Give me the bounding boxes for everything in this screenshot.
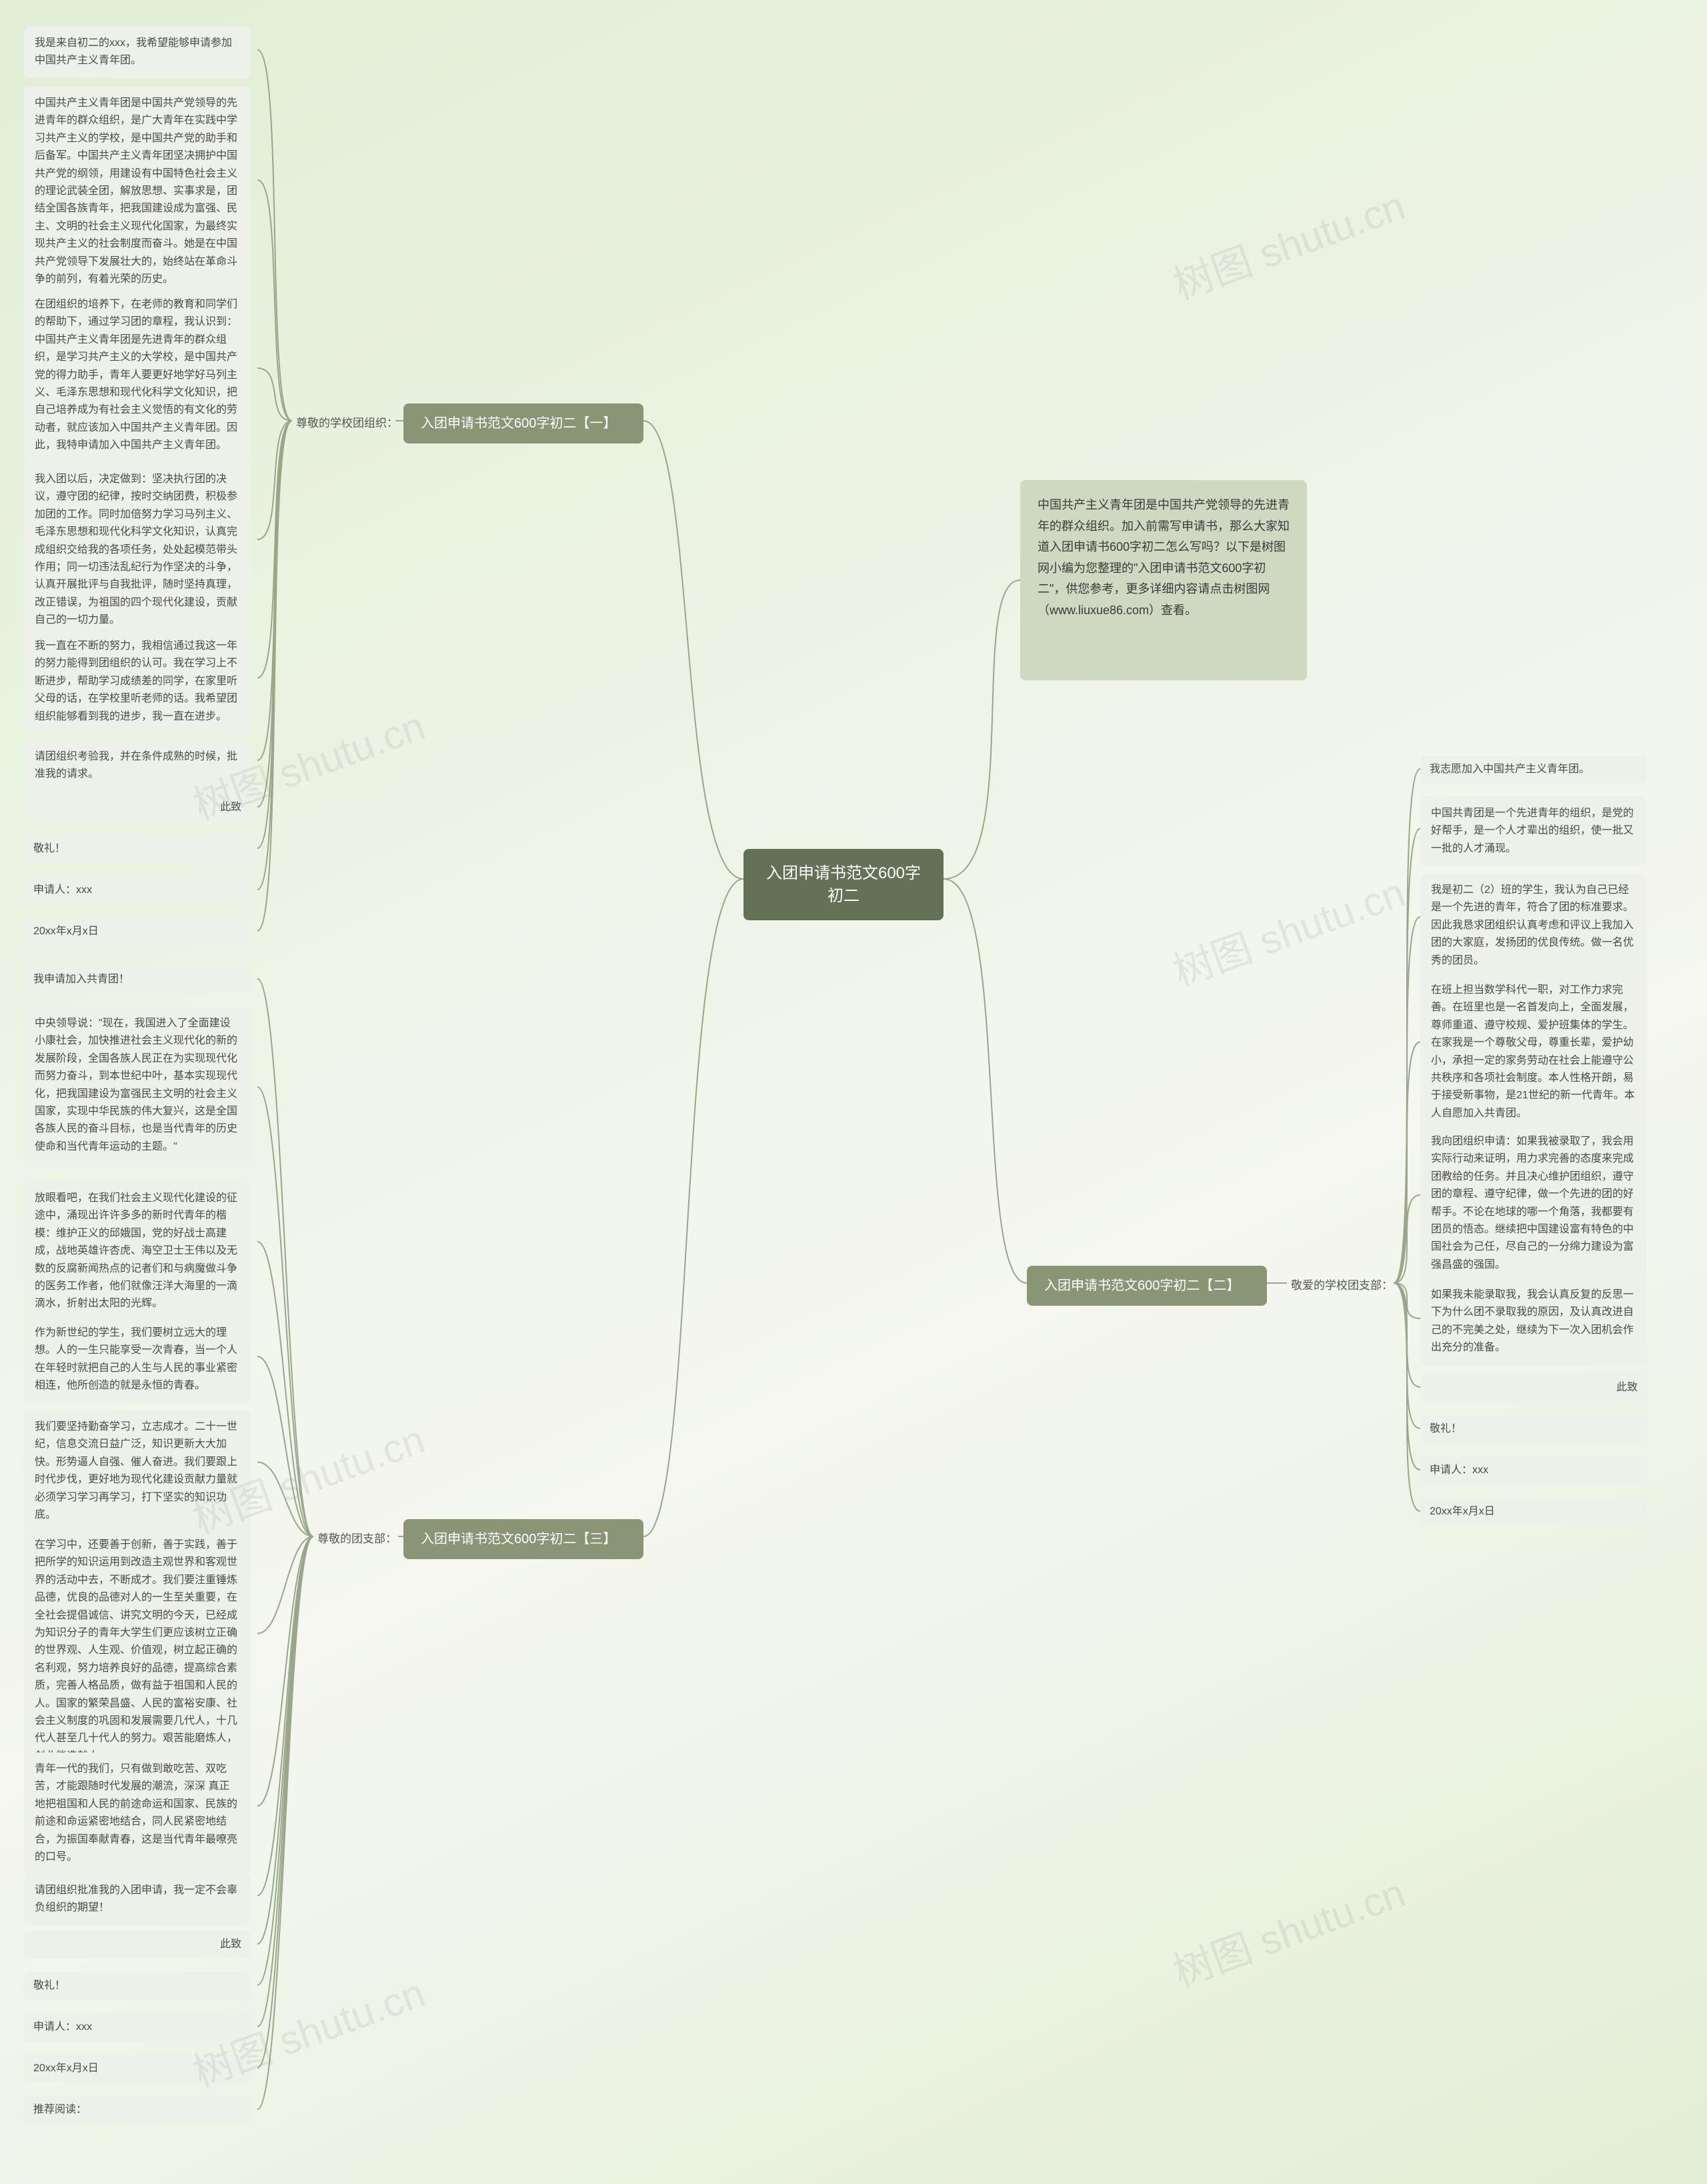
leaf-b1-8: 申请人：xxx xyxy=(24,876,251,904)
branch-node-1: 入团申请书范文600字初二【一】 xyxy=(403,403,643,443)
leaf-b1-2: 在团组织的培养下，在老师的教育和同学们的帮助下，通过学习团的章程，我认识到：中国… xyxy=(24,288,251,463)
leaf-b3-8: 此致 xyxy=(24,1931,251,1959)
leaf-b2-3: 在班上担当数学科代一职，对工作力求完善。在班里也是一名首发向上，全面发展，尊师重… xyxy=(1420,974,1647,1130)
branch-label-2: 敬爱的学校团支部： xyxy=(1287,1274,1397,1297)
branch-label-1: 尊敬的学校团组织： xyxy=(292,411,402,435)
leaf-b1-9: 20xx年x月x日 xyxy=(24,918,251,946)
branch-node-2: 入团申请书范文600字初二【二】 xyxy=(1027,1266,1267,1306)
leaf-b2-0: 我志愿加入中国共产主义青年团。 xyxy=(1420,756,1647,784)
leaf-b2-9: 20xx年x月x日 xyxy=(1420,1498,1647,1526)
leaf-b1-5: 请团组织考验我，并在条件成熟的时候，批准我的请求。 xyxy=(24,740,251,792)
leaf-b3-7: 请团组织批准我的入团申请，我一定不会辜负组织的期望！ xyxy=(24,1874,251,1925)
leaf-b3-0: 我申请加入共青团！ xyxy=(24,966,251,994)
center-node: 入团申请书范文600字初二 xyxy=(743,849,944,920)
leaf-b1-6: 此致 xyxy=(24,794,251,822)
leaf-b1-3: 我入团以后，决定做到：坚决执行团的决议，遵守团的纪律，按时交纳团费，积极参加团的… xyxy=(24,463,251,638)
leaf-b1-4: 我一直在不断的努力，我相信通过我这一年的努力能得到团组织的认可。我在学习上不断进… xyxy=(24,630,251,734)
leaf-b2-4: 我向团组织申请：如果我被录取了，我会用实际行动来证明，用力求完善的态度来完成团教… xyxy=(1420,1125,1647,1282)
branch-node-3: 入团申请书范文600字初二【三】 xyxy=(403,1519,643,1559)
leaf-b1-1: 中国共产主义青年团是中国共产党领导的先进青年的群众组织，是广大青年在实践中学习共… xyxy=(24,87,251,296)
leaf-b3-3: 作为新世纪的学生，我们要树立远大的理想。人的一生只能享受一次青春，当一个人在年轻… xyxy=(24,1316,251,1403)
leaf-b1-0: 我是来自初二的xxx，我希望能够申请参加中国共产主义青年团。 xyxy=(24,27,251,78)
leaf-b3-10: 申请人：xxx xyxy=(24,2013,251,2041)
leaf-b2-1: 中国共青团是一个先进青年的组织，是党的好帮手，是一个人才辈出的组织，使一批又一批… xyxy=(1420,797,1647,866)
leaf-b2-6: 此致 xyxy=(1420,1374,1647,1402)
leaf-b3-5: 在学习中，还要善于创新，善于实践，善于把所学的知识运用到改造主观世界和客观世界的… xyxy=(24,1528,251,1773)
leaf-b2-5: 如果我未能录取我，我会认真反复的反思一下为什么团不录取我的原因，及认真改进自己的… xyxy=(1420,1278,1647,1365)
leaf-b3-11: 20xx年x月x日 xyxy=(24,2055,251,2083)
leaf-b2-8: 申请人：xxx xyxy=(1420,1456,1647,1484)
branch-label-3: 尊敬的团支部： xyxy=(313,1527,401,1550)
leaf-b1-7: 敬礼！ xyxy=(24,835,251,863)
leaf-b3-6: 青年一代的我们，只有做到敢吃苦、双吃苦，才能跟随时代发展的潮流，深深 真正地把祖… xyxy=(24,1753,251,1874)
leaf-b3-1: 中央领导说："现在，我国进入了全面建设小康社会，加快推进社会主义现代化的新的发展… xyxy=(24,1007,251,1167)
leaf-b2-7: 敬礼！ xyxy=(1420,1415,1647,1443)
leaf-b3-2: 放眼看吧，在我们社会主义现代化建设的征途中，涌现出许许多多的新时代青年的楷模：维… xyxy=(24,1182,251,1321)
intro-node: 中国共产主义青年团是中国共产党领导的先进青年的群众组织。加入前需写申请书，那么大… xyxy=(1020,480,1307,680)
leaf-b3-9: 敬礼！ xyxy=(24,1972,251,2000)
leaf-b3-4: 我们要坚持勤奋学习，立志成才。二十一世纪，信息交流日益广泛，知识更新大大加快。形… xyxy=(24,1410,251,1532)
leaf-b3-12: 推荐阅读： xyxy=(24,2096,251,2124)
leaf-b2-2: 我是初二（2）班的学生，我认为自己已经是一个先进的青年，符合了团的标准要求。因此… xyxy=(1420,874,1647,978)
